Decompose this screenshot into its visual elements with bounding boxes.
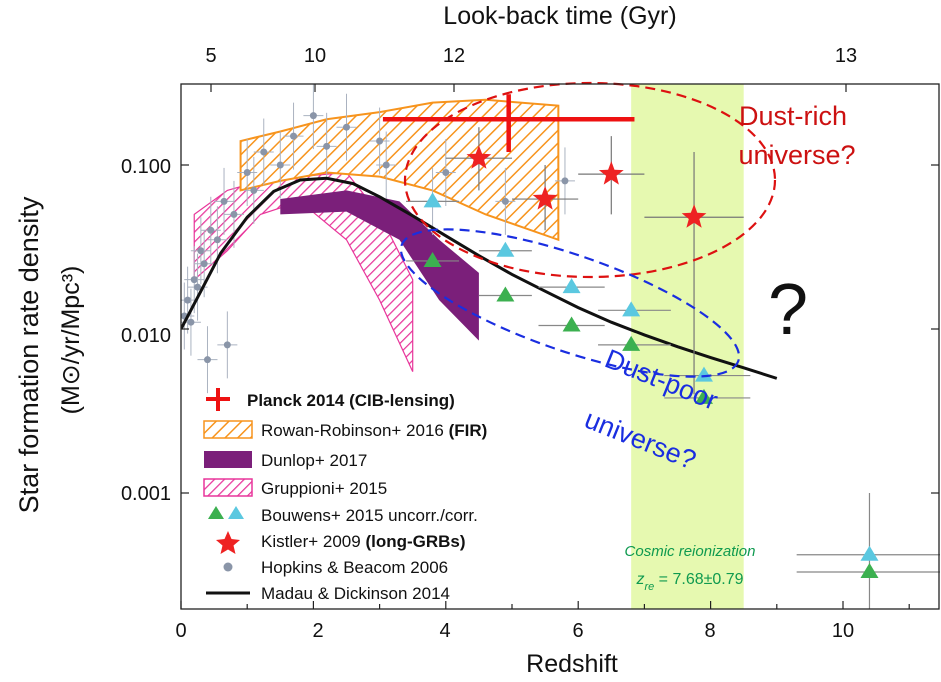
hopkins-point bbox=[207, 226, 215, 234]
legend: Planck 2014 (CIB-lensing) Rowan-Robinson… bbox=[203, 388, 487, 603]
reionization-value: zre = 7.68±0.79 bbox=[635, 571, 743, 593]
hopkins-point bbox=[197, 247, 205, 255]
hopkins-point bbox=[203, 356, 211, 364]
x-axis-title: Redshift bbox=[526, 650, 618, 678]
hopkins-point bbox=[230, 210, 238, 218]
top-tick-label: 13 bbox=[835, 45, 857, 67]
legend-star-icon bbox=[216, 531, 240, 554]
hopkins-point bbox=[442, 169, 450, 177]
x-tick-label: 8 bbox=[704, 620, 715, 642]
legend-item-gruppioni: Gruppioni+ 2015 bbox=[203, 478, 387, 498]
hopkins-point bbox=[343, 123, 350, 131]
y-tick-label: 0.001 bbox=[121, 483, 171, 505]
dust-rich-ellipse bbox=[403, 81, 777, 279]
hopkins-point bbox=[290, 132, 298, 140]
y-tick-label: 0.100 bbox=[121, 156, 171, 178]
legend-item-bouwens: Bouwens+ 2015 uncorr./corr. bbox=[208, 506, 478, 525]
legend-label: Planck 2014 (CIB-lensing) bbox=[247, 391, 455, 410]
bouwens-uncorr-triangle bbox=[562, 316, 581, 332]
y-axis-title: Star formation rate density bbox=[14, 196, 44, 513]
top-tick-label: 10 bbox=[304, 45, 326, 67]
hopkins-point bbox=[260, 148, 268, 156]
hopkins-point bbox=[276, 161, 284, 169]
hopkins-point bbox=[194, 283, 202, 291]
bouwens-uncorr-triangle bbox=[496, 286, 515, 302]
hopkins-point bbox=[184, 296, 192, 304]
hopkins-point bbox=[376, 137, 384, 145]
legend-item-planck: Planck 2014 (CIB-lensing) bbox=[206, 388, 455, 411]
legend-item-dunlop: Dunlop+ 2017 bbox=[204, 451, 367, 470]
kistler-star bbox=[532, 186, 558, 210]
dust-poor-ellipse bbox=[399, 228, 741, 378]
legend-item-kistler: Kistler+ 2009 (long-GRBs) bbox=[216, 531, 466, 554]
kistler-star bbox=[681, 204, 707, 228]
legend-label: Rowan-Robinson+ 2016 (FIR) bbox=[261, 421, 487, 440]
legend-label: Madau & Dickinson 2014 bbox=[261, 584, 450, 603]
legend-label: Bouwens+ 2015 uncorr./corr. bbox=[261, 506, 478, 525]
hopkins-point bbox=[501, 197, 509, 205]
hopkins-point bbox=[561, 177, 569, 185]
x-tick-label: 6 bbox=[572, 620, 583, 642]
bouwens-corr-triangle bbox=[562, 278, 581, 294]
bouwens-corr-triangle bbox=[423, 192, 442, 208]
legend-item-rowan-robinson: Rowan-Robinson+ 2016 (FIR) bbox=[203, 420, 487, 440]
hopkins-point bbox=[187, 318, 195, 326]
hopkins-point bbox=[223, 341, 231, 349]
y-axis-units: (M⊙/yr/Mpc³) bbox=[57, 266, 85, 415]
legend-label: Gruppioni+ 2015 bbox=[261, 479, 387, 498]
hopkins-point bbox=[213, 236, 221, 244]
question-mark: ? bbox=[768, 270, 808, 350]
legend-label: Dunlop+ 2017 bbox=[261, 451, 367, 470]
reionization-band bbox=[631, 84, 744, 609]
hopkins-point bbox=[250, 186, 258, 194]
bouwens-uncorr-triangle bbox=[423, 251, 442, 267]
top-tick-label: 5 bbox=[205, 45, 216, 67]
top-tick-label: 12 bbox=[443, 45, 465, 67]
hopkins-point bbox=[200, 260, 208, 268]
data-markers bbox=[423, 145, 879, 578]
hopkins-point bbox=[323, 142, 331, 150]
x-tick-label: 2 bbox=[312, 620, 323, 642]
y-tick-label: 0.010 bbox=[121, 325, 171, 347]
dust-rich-label: Dust-rich bbox=[739, 101, 847, 131]
hopkins-point bbox=[243, 169, 251, 177]
x-tick-label: 4 bbox=[439, 620, 450, 642]
error-bars bbox=[382, 94, 940, 609]
legend-label: Kistler+ 2009 (long-GRBs) bbox=[261, 532, 466, 551]
legend-item-madau: Madau & Dickinson 2014 bbox=[206, 584, 450, 603]
dust-rich-label: universe? bbox=[738, 140, 855, 170]
bouwens-corr-triangle bbox=[496, 241, 515, 257]
bouwens-uncorr-triangle bbox=[860, 562, 879, 578]
x-tick-label: 10 bbox=[832, 620, 854, 642]
legend-label: Hopkins & Beacom 2006 bbox=[261, 558, 448, 577]
axis-ticks bbox=[180, 84, 939, 609]
hopkins-point bbox=[220, 197, 228, 205]
bouwens-corr-triangle bbox=[622, 301, 641, 317]
hopkins-point bbox=[190, 276, 198, 284]
hopkins-point bbox=[309, 112, 317, 120]
legend-item-hopkins: Hopkins & Beacom 2006 bbox=[223, 558, 448, 577]
kistler-star bbox=[598, 161, 624, 185]
bouwens-uncorr-triangle bbox=[694, 388, 713, 404]
reionization-title: Cosmic reionization bbox=[625, 543, 756, 560]
plot-frame bbox=[180, 83, 940, 610]
hopkins-point bbox=[382, 161, 390, 169]
bouwens-corr-triangle bbox=[860, 545, 879, 561]
bouwens-corr-triangle bbox=[694, 366, 713, 382]
madau-dickinson-line bbox=[181, 176, 778, 380]
kistler-star bbox=[466, 145, 492, 169]
bouwens-uncorr-triangle bbox=[622, 335, 641, 351]
top-axis-title: Look-back time (Gyr) bbox=[443, 2, 676, 30]
x-tick-label: 0 bbox=[175, 620, 186, 642]
